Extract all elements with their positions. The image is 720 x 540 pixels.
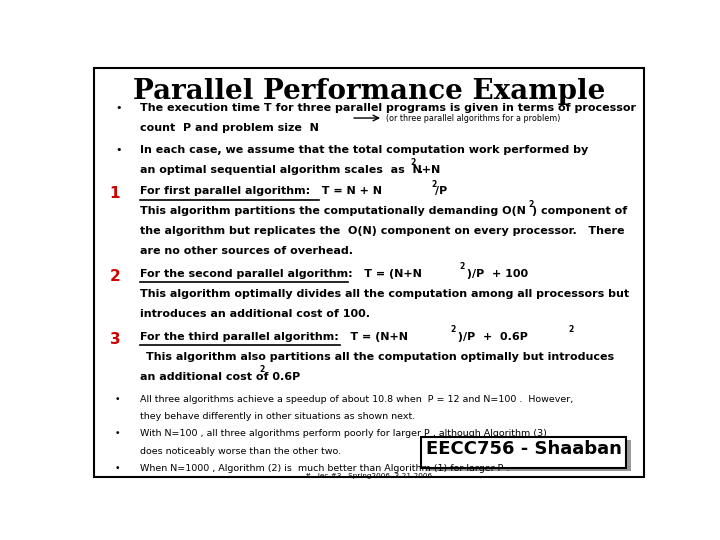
FancyBboxPatch shape: [94, 68, 644, 477]
Text: /P: /P: [436, 186, 448, 196]
Text: With N=100 , all three algorithms perform poorly for larger P , although Algorit: With N=100 , all three algorithms perfor…: [140, 429, 547, 438]
Text: (or three parallel algorithms for a problem): (or three parallel algorithms for a prob…: [386, 114, 560, 123]
Text: 2: 2: [459, 262, 464, 271]
Text: When N=1000 , Algorithm (2) is  much better than Algorithm (1) for larger P .: When N=1000 , Algorithm (2) is much bett…: [140, 464, 510, 474]
Text: 2: 2: [528, 199, 534, 208]
Text: introduces an additional cost of 100.: introduces an additional cost of 100.: [140, 309, 370, 319]
Text: )/P  +  0.6P: )/P + 0.6P: [454, 332, 528, 342]
Text: they behave differently in other situations as shown next.: they behave differently in other situati…: [140, 412, 415, 421]
Text: For the third parallel algorithm:   T = (N+N: For the third parallel algorithm: T = (N…: [140, 332, 408, 342]
Text: 2: 2: [431, 180, 437, 188]
Text: does noticeably worse than the other two.: does noticeably worse than the other two…: [140, 447, 341, 456]
Text: EECC756 - Shaaban: EECC756 - Shaaban: [426, 441, 621, 458]
Text: ) component of: ) component of: [532, 206, 627, 216]
Text: an additional cost of 0.6P: an additional cost of 0.6P: [140, 372, 300, 382]
Text: •: •: [115, 429, 121, 438]
Text: •: •: [115, 395, 121, 403]
Text: The execution time T for three parallel programs is given in terms of processor: The execution time T for three parallel …: [140, 103, 636, 113]
Text: .: .: [264, 372, 268, 382]
Text: •: •: [115, 103, 122, 113]
Text: 2: 2: [260, 365, 265, 374]
Text: •: •: [115, 145, 122, 154]
Text: the algorithm but replicates the  O(N) component on every processor.   There: the algorithm but replicates the O(N) co…: [140, 226, 625, 236]
Text: 2: 2: [410, 158, 415, 167]
FancyBboxPatch shape: [426, 440, 631, 471]
Text: In each case, we assume that the total computation work performed by: In each case, we assume that the total c…: [140, 145, 588, 154]
Text: )/P  + 100: )/P + 100: [463, 269, 528, 279]
Text: For first parallel algorithm:   T = N + N: For first parallel algorithm: T = N + N: [140, 186, 382, 196]
Text: This algorithm optimally divides all the computation among all processors but: This algorithm optimally divides all the…: [140, 289, 629, 299]
Text: All three algorithms achieve a speedup of about 10.8 when  P = 12 and N=100 .  H: All three algorithms achieve a speedup o…: [140, 395, 573, 403]
Text: This algorithm also partitions all the computation optimally but introduces: This algorithm also partitions all the c…: [145, 352, 614, 362]
Text: Parallel Performance Example: Parallel Performance Example: [132, 78, 606, 105]
Text: .: .: [415, 165, 423, 174]
Text: 3: 3: [109, 332, 120, 347]
Text: are no other sources of overhead.: are no other sources of overhead.: [140, 246, 354, 256]
Text: count  P and problem size  N: count P and problem size N: [140, 123, 319, 133]
Text: an optimal sequential algorithm scales  as  N+N: an optimal sequential algorithm scales a…: [140, 165, 441, 174]
Text: 2: 2: [109, 269, 120, 284]
Text: 2: 2: [450, 325, 455, 334]
Text: 1: 1: [109, 186, 120, 201]
Text: 2: 2: [569, 325, 574, 334]
Text: This algorithm partitions the computationally demanding O(N: This algorithm partitions the computatio…: [140, 206, 526, 216]
Text: For the second parallel algorithm:   T = (N+N: For the second parallel algorithm: T = (…: [140, 269, 422, 279]
Text: •: •: [115, 464, 121, 474]
Text: #   lec #3   Spring2006  3-21-2006: # lec #3 Spring2006 3-21-2006: [305, 473, 433, 479]
FancyBboxPatch shape: [421, 437, 626, 468]
